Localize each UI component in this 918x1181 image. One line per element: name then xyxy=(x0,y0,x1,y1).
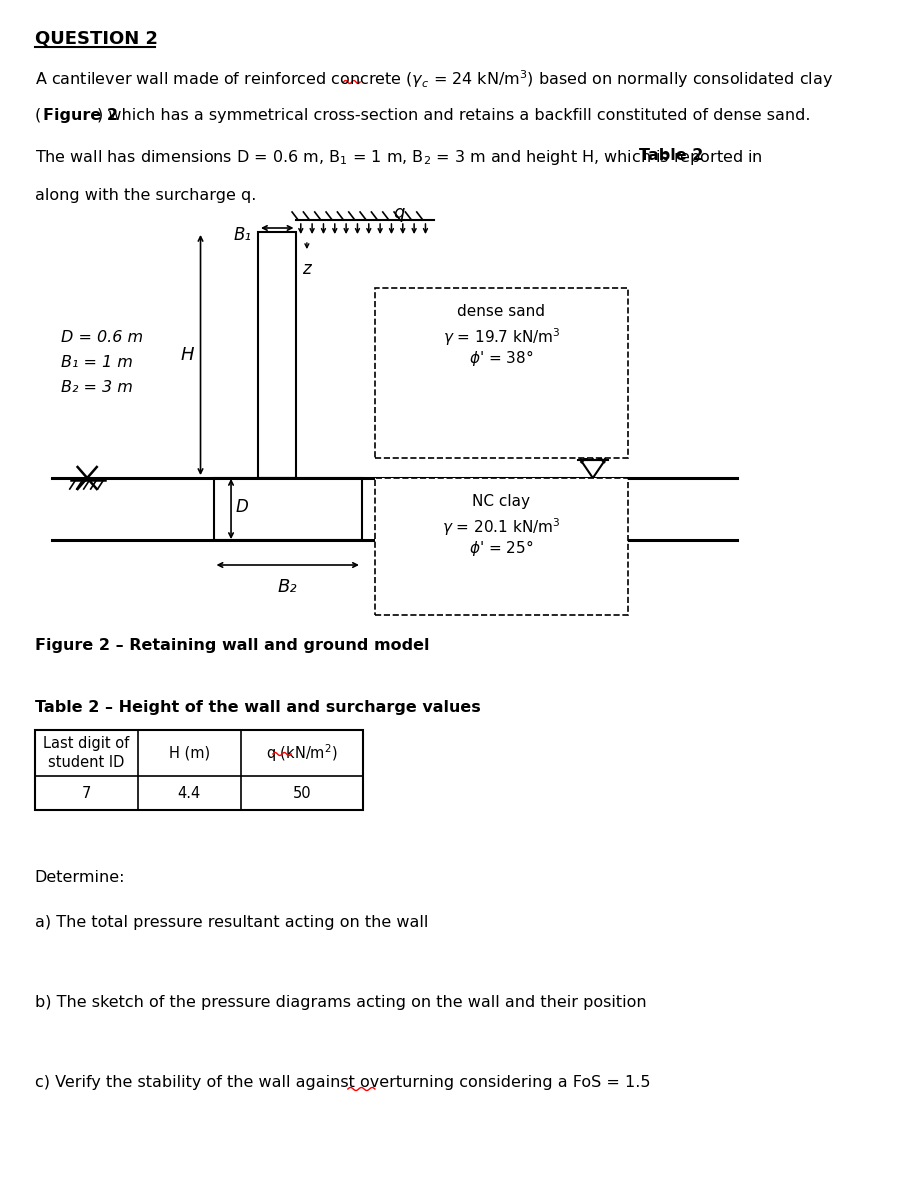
Text: along with the surcharge q.: along with the surcharge q. xyxy=(35,188,256,203)
Bar xyxy=(214,478,362,540)
Text: Table 2 – Height of the wall and surcharge values: Table 2 – Height of the wall and surchar… xyxy=(35,700,481,715)
Bar xyxy=(35,730,363,810)
Text: D = 0.6 m: D = 0.6 m xyxy=(61,329,143,345)
Text: QUESTION 2: QUESTION 2 xyxy=(35,30,158,48)
Bar xyxy=(214,478,362,540)
Text: Table 2: Table 2 xyxy=(639,148,703,163)
Text: 50: 50 xyxy=(292,785,311,801)
Text: 7: 7 xyxy=(82,785,91,801)
Text: $\gamma$ = 19.7 kN/m$^3$: $\gamma$ = 19.7 kN/m$^3$ xyxy=(442,326,560,347)
Bar xyxy=(258,231,297,478)
Text: b) The sketch of the pressure diagrams acting on the wall and their position: b) The sketch of the pressure diagrams a… xyxy=(35,996,646,1010)
Text: H: H xyxy=(180,346,194,364)
Text: c) Verify the stability of the wall against overturning considering a FoS = 1.5: c) Verify the stability of the wall agai… xyxy=(35,1075,650,1090)
Text: $\phi$' = 25°: $\phi$' = 25° xyxy=(469,539,533,557)
Text: Last digit of
student ID: Last digit of student ID xyxy=(43,736,129,770)
Text: a) The total pressure resultant acting on the wall: a) The total pressure resultant acting o… xyxy=(35,915,429,929)
Text: D: D xyxy=(235,498,248,516)
Text: Figure 2: Figure 2 xyxy=(43,107,118,123)
Text: B₂ = 3 m: B₂ = 3 m xyxy=(61,380,133,394)
Text: B₂: B₂ xyxy=(278,578,297,596)
Text: z: z xyxy=(302,260,310,278)
Text: $\gamma$ = 20.1 kN/m$^3$: $\gamma$ = 20.1 kN/m$^3$ xyxy=(442,516,561,537)
Text: dense sand: dense sand xyxy=(457,304,545,319)
Text: Figure 2 – Retaining wall and ground model: Figure 2 – Retaining wall and ground mod… xyxy=(35,638,430,653)
Text: A cantilever wall made of reinforced concrete ($\gamma_c$ = 24 kN/m$^3$) based o: A cantilever wall made of reinforced con… xyxy=(35,68,833,90)
Text: $\phi$' = 38°: $\phi$' = 38° xyxy=(469,348,533,368)
Bar xyxy=(258,231,297,478)
Text: q: q xyxy=(394,204,405,222)
Text: ) which has a symmetrical cross-section and retains a backfill constituted of de: ) which has a symmetrical cross-section … xyxy=(96,107,811,123)
Text: B₁ = 1 m: B₁ = 1 m xyxy=(61,355,133,370)
Text: NC clay: NC clay xyxy=(472,494,531,509)
Text: H (m): H (m) xyxy=(169,745,209,761)
Text: The wall has dimensions D = 0.6 m, B$_1$ = 1 m, B$_2$ = 3 m and height H, which : The wall has dimensions D = 0.6 m, B$_1$… xyxy=(35,148,764,167)
Text: 4.4: 4.4 xyxy=(177,785,201,801)
Text: B₁: B₁ xyxy=(233,226,252,244)
Text: Determine:: Determine: xyxy=(35,870,126,885)
Bar xyxy=(375,478,628,615)
Text: (: ( xyxy=(35,107,41,123)
Bar xyxy=(375,288,628,458)
Text: q (kN/m$^2$): q (kN/m$^2$) xyxy=(266,742,338,764)
